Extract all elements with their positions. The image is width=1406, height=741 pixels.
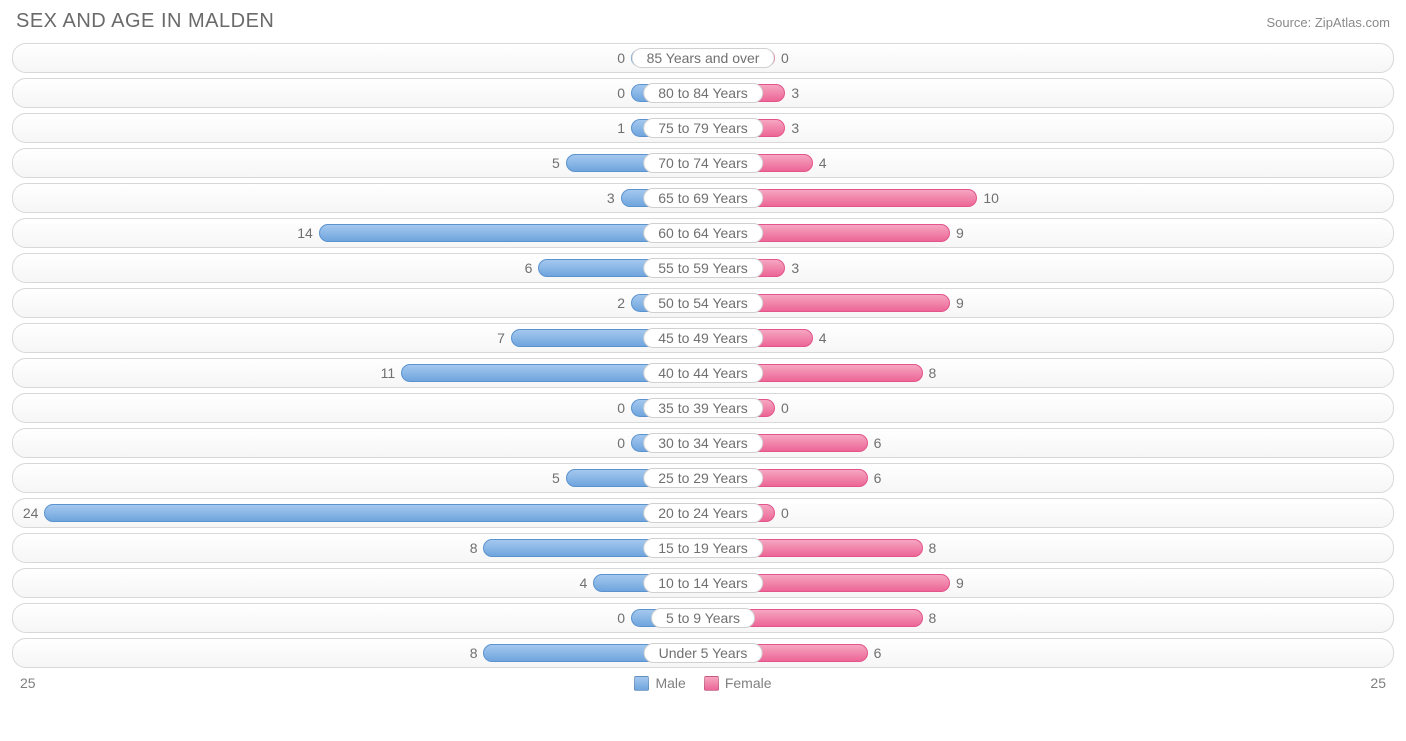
age-row: 14 9 60 to 64 Years	[12, 218, 1394, 248]
male-bar	[44, 504, 703, 522]
age-row: 4 9 10 to 14 Years	[12, 568, 1394, 598]
age-row: 0 8 5 to 9 Years	[12, 603, 1394, 633]
female-value: 6	[868, 432, 888, 454]
female-value: 10	[977, 187, 1005, 209]
age-row: 0 3 80 to 84 Years	[12, 78, 1394, 108]
female-value: 0	[775, 47, 795, 69]
age-label: 30 to 34 Years	[643, 433, 763, 453]
male-value: 5	[546, 152, 566, 174]
age-label: 25 to 29 Years	[643, 468, 763, 488]
male-value: 0	[611, 397, 631, 419]
female-value: 0	[775, 397, 795, 419]
age-label: 35 to 39 Years	[643, 398, 763, 418]
male-value: 8	[464, 537, 484, 559]
male-value: 0	[611, 47, 631, 69]
age-label: 65 to 69 Years	[643, 188, 763, 208]
male-value: 4	[573, 572, 593, 594]
male-value: 8	[464, 642, 484, 664]
male-value: 3	[601, 187, 621, 209]
legend-male: Male	[634, 675, 685, 691]
male-value: 6	[519, 257, 539, 279]
male-value: 1	[611, 117, 631, 139]
age-label: 15 to 19 Years	[643, 538, 763, 558]
legend-female-swatch	[704, 676, 719, 691]
age-label: 20 to 24 Years	[643, 503, 763, 523]
age-label: 10 to 14 Years	[643, 573, 763, 593]
age-label: 55 to 59 Years	[643, 258, 763, 278]
female-value: 9	[950, 222, 970, 244]
female-value: 9	[950, 292, 970, 314]
age-row: 0 0 35 to 39 Years	[12, 393, 1394, 423]
age-label: 60 to 64 Years	[643, 223, 763, 243]
age-label: 5 to 9 Years	[651, 608, 755, 628]
legend-female-label: Female	[725, 675, 772, 691]
chart-footer: 25 Male Female 25	[12, 673, 1394, 691]
age-row: 0 6 30 to 34 Years	[12, 428, 1394, 458]
female-value: 0	[775, 502, 795, 524]
male-value: 11	[375, 362, 402, 384]
male-value: 5	[546, 467, 566, 489]
age-row: 1 3 75 to 79 Years	[12, 113, 1394, 143]
legend-male-label: Male	[655, 675, 685, 691]
age-label: 75 to 79 Years	[643, 118, 763, 138]
age-row: 5 4 70 to 74 Years	[12, 148, 1394, 178]
age-label: 85 Years and over	[632, 48, 775, 68]
age-label: Under 5 Years	[644, 643, 763, 663]
chart-title: SEX AND AGE IN MALDEN	[16, 10, 274, 33]
male-value: 0	[611, 82, 631, 104]
age-row: 24 0 20 to 24 Years	[12, 498, 1394, 528]
axis-left-max: 25	[20, 675, 36, 691]
male-value: 7	[491, 327, 511, 349]
age-label: 70 to 74 Years	[643, 153, 763, 173]
male-value: 24	[17, 502, 45, 524]
chart-header: SEX AND AGE IN MALDEN Source: ZipAtlas.c…	[12, 8, 1394, 43]
female-value: 4	[813, 327, 833, 349]
legend-male-swatch	[634, 676, 649, 691]
age-label: 50 to 54 Years	[643, 293, 763, 313]
age-label: 45 to 49 Years	[643, 328, 763, 348]
population-pyramid: 0085 Years and over0380 to 84 Years1375 …	[12, 43, 1394, 668]
axis-right-max: 25	[1370, 675, 1386, 691]
age-row: 8 6 Under 5 Years	[12, 638, 1394, 668]
male-value: 0	[611, 607, 631, 629]
female-value: 4	[813, 152, 833, 174]
age-row: 11 8 40 to 44 Years	[12, 358, 1394, 388]
legend: Male Female	[634, 675, 771, 691]
male-value: 2	[611, 292, 631, 314]
legend-female: Female	[704, 675, 772, 691]
male-value: 0	[611, 432, 631, 454]
female-value: 8	[923, 362, 943, 384]
age-label: 40 to 44 Years	[643, 363, 763, 383]
female-value: 6	[868, 467, 888, 489]
female-value: 6	[868, 642, 888, 664]
chart-source: Source: ZipAtlas.com	[1266, 15, 1390, 30]
female-value: 9	[950, 572, 970, 594]
age-row: 6 3 55 to 59 Years	[12, 253, 1394, 283]
age-row: 2 9 50 to 54 Years	[12, 288, 1394, 318]
age-row: 8 8 15 to 19 Years	[12, 533, 1394, 563]
age-row: 3 10 65 to 69 Years	[12, 183, 1394, 213]
age-label: 80 to 84 Years	[643, 83, 763, 103]
age-row: 5 6 25 to 29 Years	[12, 463, 1394, 493]
female-value: 3	[785, 82, 805, 104]
female-value: 8	[923, 537, 943, 559]
female-value: 8	[923, 607, 943, 629]
male-value: 14	[291, 222, 319, 244]
female-value: 3	[785, 257, 805, 279]
age-row: 0 085 Years and over	[12, 43, 1394, 73]
age-row: 7 4 45 to 49 Years	[12, 323, 1394, 353]
female-value: 3	[785, 117, 805, 139]
